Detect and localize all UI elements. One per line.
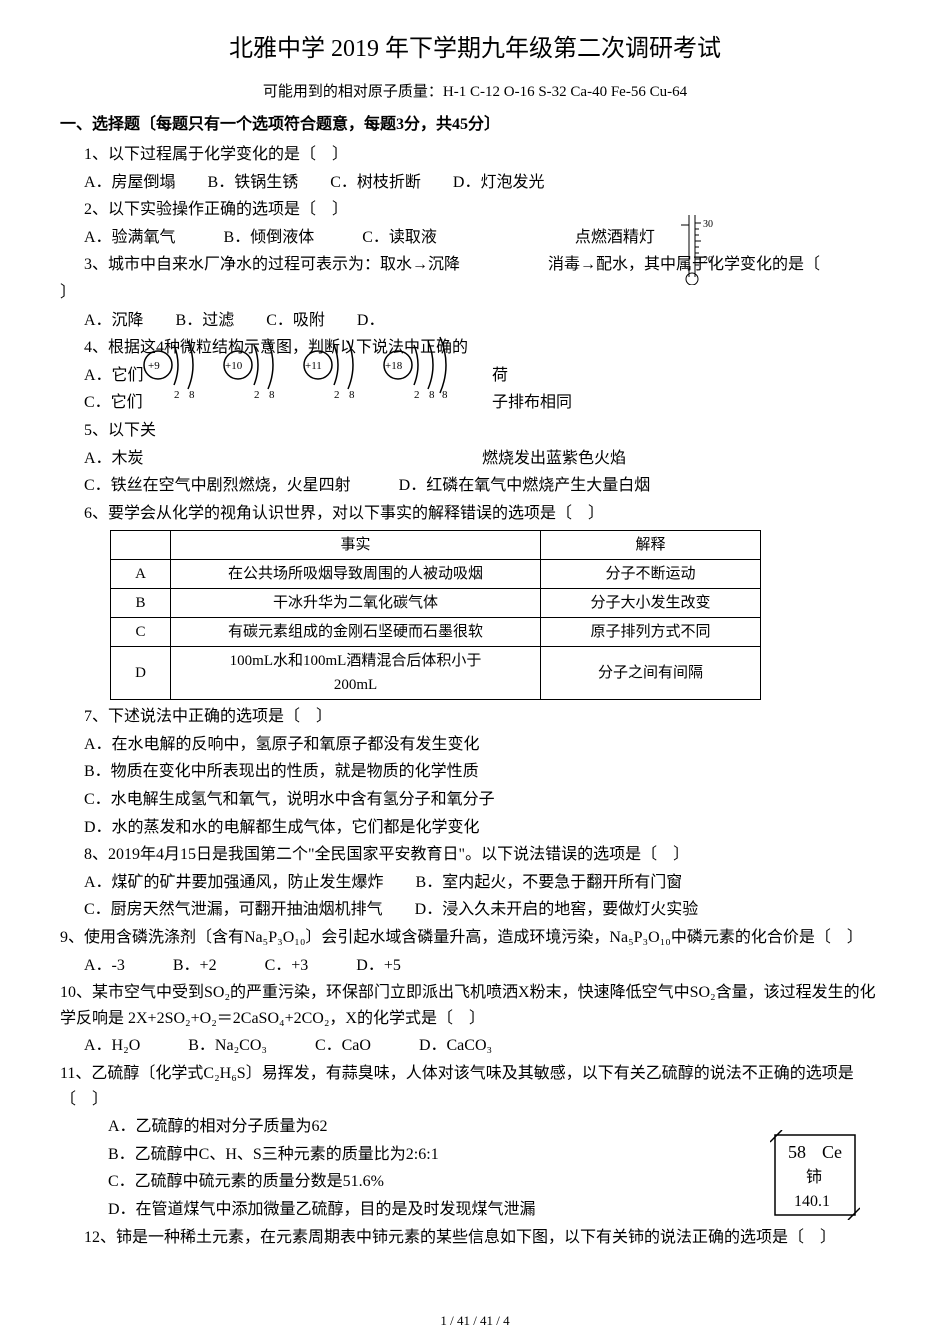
q11-stem: 11、乙硫醇〔化学式C₂H₆S〕易挥发，有蒜臭味，人体对该气味及其敏感，以下有关… [60,1061,890,1112]
q1-stem: 1、以下过程属于化学变化的是〔 〕 [60,142,890,168]
page-footer: 1 / 41 / 41 / 4 [0,1311,950,1332]
element-cerium-box: 58 Ce 铈 140.1 [770,1130,860,1220]
q10-options: A．H₂O B．Na₂CO₃ C．CaO D．CaCO₃ [60,1033,890,1059]
q8-stem: 8、2019年4月15日是我国第二个"全民国家平安教育日"。以下说法错误的选项是… [60,842,890,868]
q5-opt-a: A．木炭 燃烧发出蓝紫色火焰 [60,446,890,472]
atomic-masses: 可能用到的相对原子质量：H-1 C-12 O-16 S-32 Ca-40 Fe-… [60,80,890,104]
q8-cd: C．厨房天然气泄漏，可翻开抽油烟机排气 D．浸入久未开启的地窖，要做灯火实验 [60,897,890,923]
ce-symbol: Ce [822,1142,842,1162]
table-row: B 干冰升华为二氧化碳气体 分子大小发生改变 [111,589,761,618]
q5-a-left: A．木炭 [84,446,154,472]
th-explain: 解释 [541,531,761,560]
svg-text:8: 8 [349,389,355,400]
svg-text:+18: +18 [385,360,403,372]
q8-ab: A．煤矿的矿井要加强通风，防止发生爆炸 B．室内起火，不要急于翻开所有门窗 [60,870,890,896]
svg-text:+9: +9 [148,360,160,372]
ce-name: 铈 [806,1168,822,1186]
q9-options: A．-3 B．+2 C．+3 D．+5 [60,953,890,979]
q5-opt-cd: C．铁丝在空气中剧烈燃烧，火星四射 D．红磷在氧气中燃烧产生大量白烟 [60,473,890,499]
cell-b-explain: 分子大小发生改变 [541,589,761,618]
q3-close: 〕 [60,280,890,306]
ce-mass: 140.1 [794,1193,830,1210]
svg-text:8: 8 [442,389,448,400]
q7-b: B．物质在变化中所表现出的性质，就是物质的化学性质 [60,759,890,785]
q5-a-right: 燃烧发出蓝紫色火焰 [482,450,626,467]
table-row: A 在公共场所吸烟导致周围的人被动吸烟 分子不断运动 [111,560,761,589]
q2-opts-right: 点燃酒精灯 [575,229,655,246]
q7-c: C．水电解生成氢气和氧气，说明水中含有氢分子和氧分子 [60,787,890,813]
q7-stem: 7、下述说法中正确的选项是〔 〕 [60,704,890,730]
q2-stem: 2、以下实验操作正确的选项是〔 〕 [60,197,890,223]
therm-tick-20: 20 [703,255,713,266]
q5-stem: 5、以下关 [60,418,890,444]
q11-d: D．在管道煤气中添加微量乙硫醇，目的是及时发现煤气泄漏 [60,1197,890,1223]
cell-a-label: A [111,560,171,589]
q3-stem-a: 3、城市中自来水厂净水的过程可表示为：取水→沉降 [84,256,460,273]
q11-a: A．乙硫醇的相对分子质量为62 [60,1114,890,1140]
exam-title: 北雅中学 2019 年下学期九年级第二次调研考试 [60,30,890,68]
q6-stem: 6、要学会从化学的视角认识世界，对以下事实的解释错误的选项是〔 〕 [60,501,890,527]
cell-d-label: D [111,647,171,700]
q2-options: A．验满氧气 B．倾倒液体 C．读取液 点燃酒精灯 [60,225,890,251]
q1-options: A．房屋倒塌 B．铁锅生锈 C．树枝折断 D．灯泡发光 [60,170,890,196]
cell-a-explain: 分子不断运动 [541,560,761,589]
svg-text:2: 2 [174,389,180,400]
q11-c: C．乙硫醇中硫元素的质量分数是51.6% [60,1169,890,1195]
q11-b: B．乙硫醇中C、H、S三种元素的质量比为2:6:1 [60,1142,890,1168]
svg-text:2: 2 [334,389,340,400]
q12-stem: 12、铈是一种稀土元素，在元素周期表中铈元素的某些信息如下图，以下有关铈的说法正… [60,1225,890,1251]
table-row: D 100mL水和100mL酒精混合后体积小于 200mL 分子之间有间隔 [111,647,761,700]
svg-text:8: 8 [429,389,435,400]
table-header-row: 事实 解释 [111,531,761,560]
q3-stem: 3、城市中自来水厂净水的过程可表示为：取水→沉降 消毒→配水，其中属于化学变化的… [60,252,890,278]
q4-c-right: 子排布相同 [492,394,572,411]
therm-tick-30: 30 [703,219,713,230]
cell-b-fact: 干冰升华为二氧化碳气体 [171,589,541,618]
cell-d-explain: 分子之间有间隔 [541,647,761,700]
cell-b-label: B [111,589,171,618]
thermometer-diagram: 30 20 [675,215,715,285]
cell-d-fact: 100mL水和100mL酒精混合后体积小于 200mL [171,647,541,700]
svg-text:+11: +11 [305,360,322,372]
q2-opts-left: A．验满氧气 B．倾倒液体 C．读取液 [84,229,437,246]
q10-stem: 10、某市空气中受到SO₂的严重污染，环保部门立即派出飞机喷洒X粉末，快速降低空… [60,980,890,1031]
ce-number: 58 [788,1142,806,1162]
cell-a-fact: 在公共场所吸烟导致周围的人被动吸烟 [171,560,541,589]
svg-text:2: 2 [254,389,260,400]
q9-stem: 9、使用含磷洗涤剂〔含有Na₅P₃O₁₀〕会引起水域含磷量升高，造成环境污染，N… [60,925,890,951]
cell-c-label: C [111,618,171,647]
th-fact: 事实 [171,531,541,560]
q6-table: 事实 解释 A 在公共场所吸烟导致周围的人被动吸烟 分子不断运动 B 干冰升华为… [110,530,761,700]
svg-text:+10: +10 [225,360,243,372]
atom-structure-diagram: +9 2 8 +10 2 8 +11 2 8 +18 2 8 8 [130,325,460,400]
svg-text:8: 8 [189,389,195,400]
svg-text:2: 2 [414,389,420,400]
section1-heading: 一、选择题〔每题只有一个选项符合题意，每题3分，共45分〕 [60,112,890,138]
q4-a-right: 荷 [492,367,508,384]
cell-c-fact: 有碳元素组成的金刚石坚硬而石墨很软 [171,618,541,647]
th-blank [111,531,171,560]
table-row: C 有碳元素组成的金刚石坚硬而石墨很软 原子排列方式不同 [111,618,761,647]
svg-text:8: 8 [269,389,275,400]
q7-a: A．在水电解的反响中，氢原子和氧原子都没有发生变化 [60,732,890,758]
q7-d: D．水的蒸发和水的电解都生成气体，它们都是化学变化 [60,815,890,841]
cell-c-explain: 原子排列方式不同 [541,618,761,647]
